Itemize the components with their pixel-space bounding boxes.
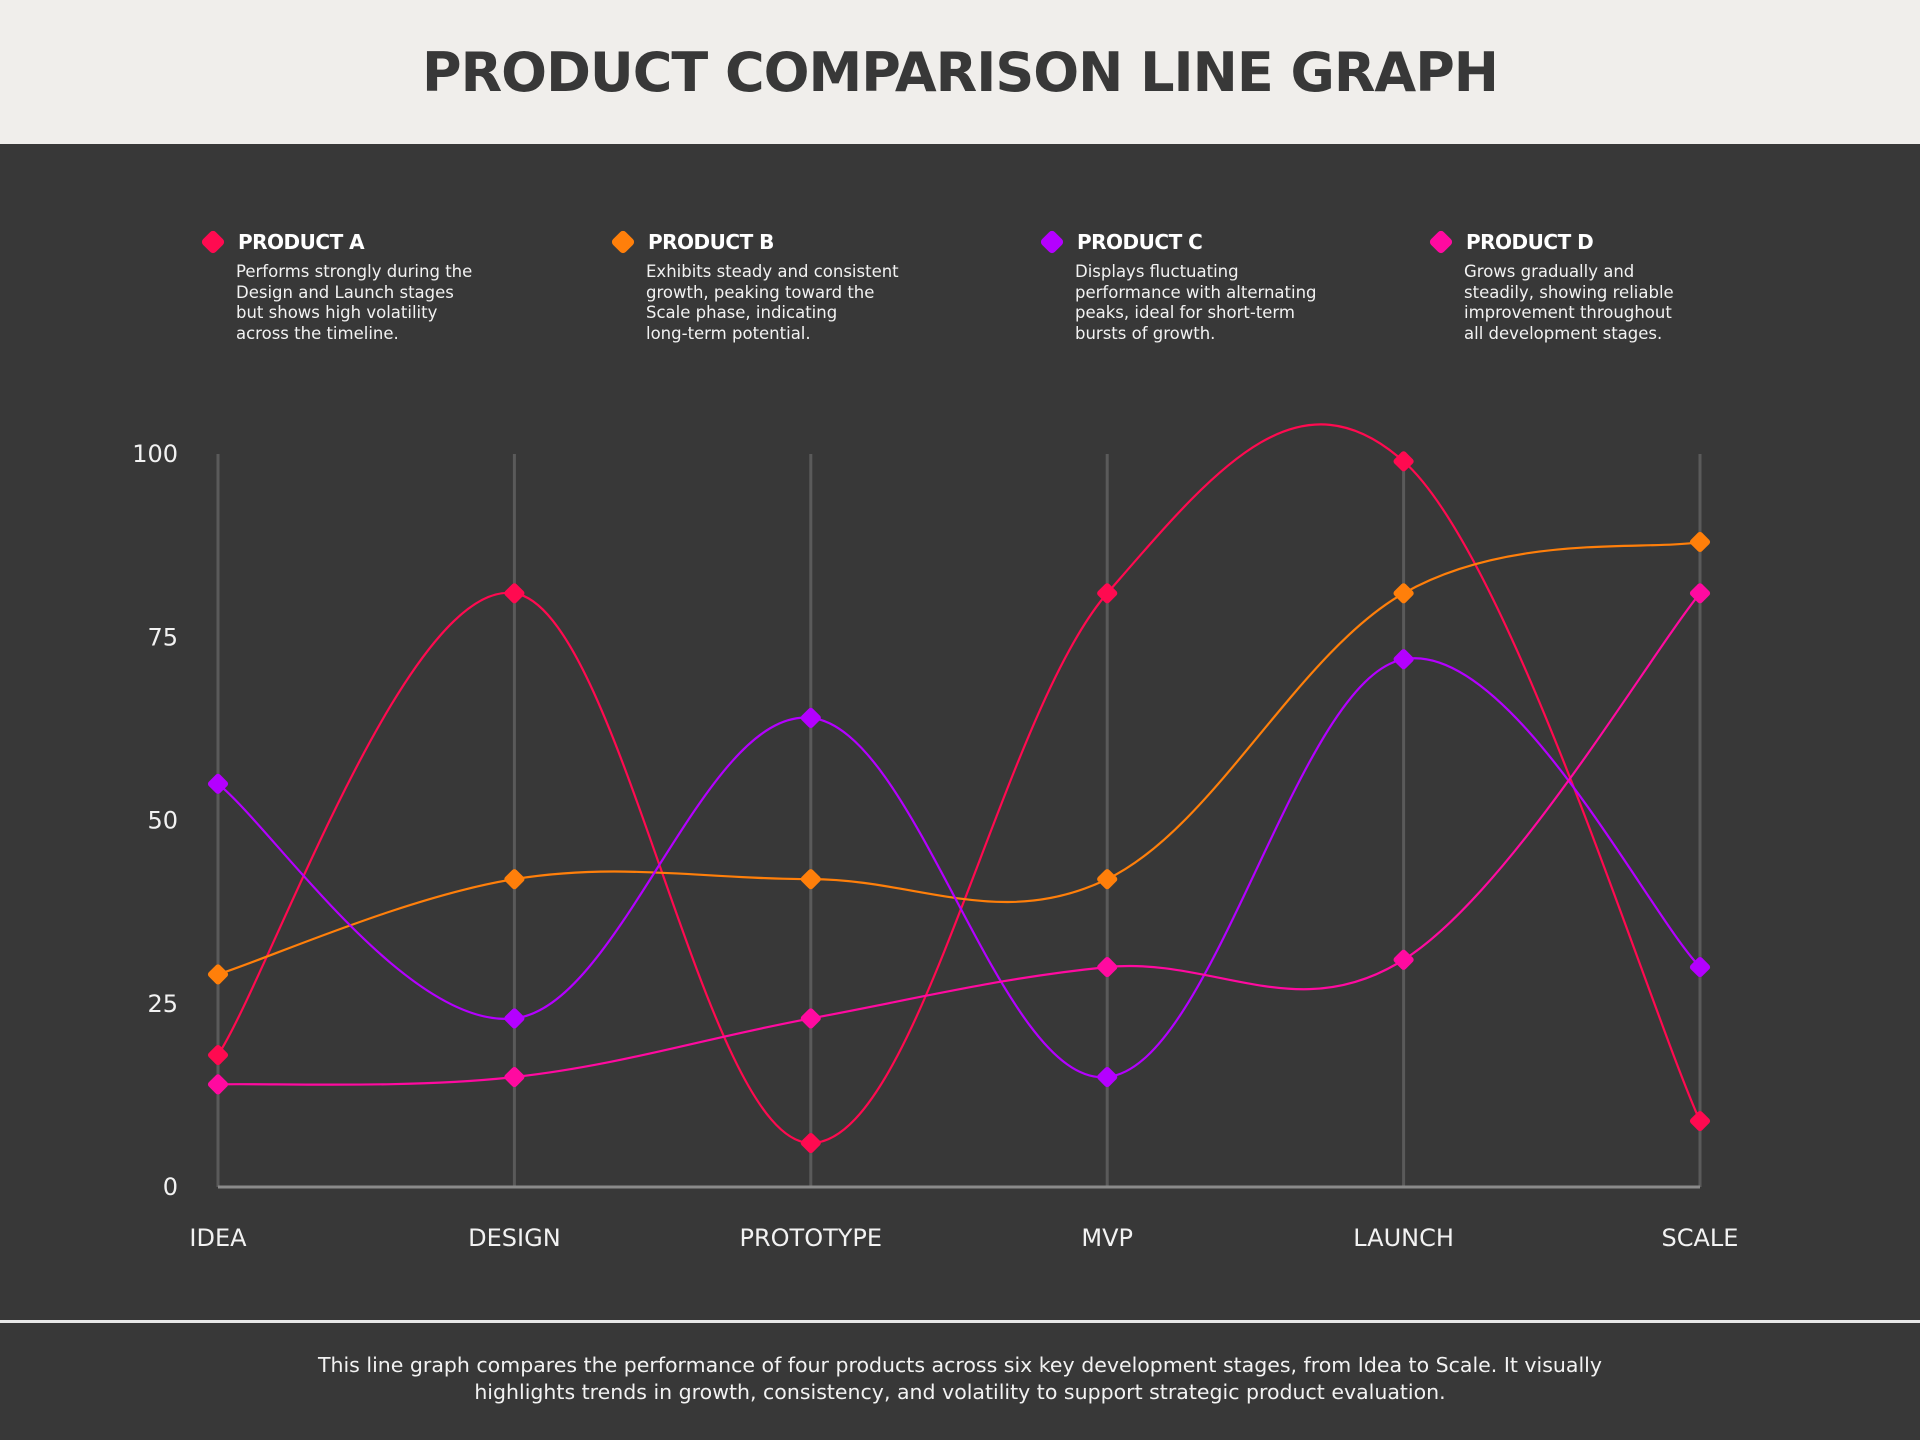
x-tick-label: MVP xyxy=(1081,1224,1133,1252)
page-title: PRODUCT COMPARISON LINE GRAPH xyxy=(422,40,1499,104)
legend-item: PRODUCT B Exhibits steady and consistent … xyxy=(610,229,910,344)
data-point-c xyxy=(1393,649,1414,670)
data-point-d xyxy=(207,1074,229,1095)
data-point-c xyxy=(1097,1066,1118,1088)
data-point-a xyxy=(1689,1110,1711,1132)
data-point-a xyxy=(800,1132,821,1154)
y-tick-label: 75 xyxy=(147,623,178,651)
data-point-b xyxy=(504,869,525,890)
legend-item: PRODUCT D Grows gradually and steadily, s… xyxy=(1428,229,1728,344)
series-line-a xyxy=(217,423,1702,1145)
data-point-d xyxy=(1097,957,1118,978)
data-point-d xyxy=(800,1008,821,1029)
data-point-d xyxy=(504,1066,525,1088)
data-point-c xyxy=(800,707,821,728)
data-point-a xyxy=(207,1044,229,1066)
y-tick-label: 100 xyxy=(132,440,178,468)
data-point-a xyxy=(504,583,525,604)
legend-description: Exhibits steady and consistent growth, p… xyxy=(646,262,899,343)
legend-name: PRODUCT D xyxy=(1466,230,1594,254)
data-point-d xyxy=(1689,583,1711,604)
line-chart: IDEA DESIGN PROTOTYPE MVP LAUNCH SCALE 0 25 50 75… xyxy=(132,423,1739,1252)
data-point-a xyxy=(1097,583,1118,604)
data-point-c xyxy=(504,1008,525,1029)
data-point-c xyxy=(207,773,229,794)
y-tick-label: 50 xyxy=(147,807,178,835)
legend-item: PRODUCT C Displays fluctuating performanc… xyxy=(1039,229,1339,344)
data-point-b xyxy=(800,869,821,890)
divider xyxy=(0,1320,1920,1323)
data-point-b xyxy=(207,964,229,985)
x-tick-label: IDEA xyxy=(189,1224,247,1252)
series-line-d xyxy=(217,592,1701,1086)
legend-description: Performs strongly during the Design and … xyxy=(236,262,473,343)
data-point-c xyxy=(1689,957,1711,978)
y-tick-label: 25 xyxy=(147,990,178,1018)
series-line-c xyxy=(217,657,1701,1079)
legend-name: PRODUCT C xyxy=(1077,230,1203,254)
legend-description: Displays fluctuating performance with al… xyxy=(1075,262,1317,343)
x-tick-label: DESIGN xyxy=(468,1224,561,1252)
data-point-a xyxy=(1393,451,1414,472)
header: PRODUCT COMPARISON LINE GRAPH xyxy=(0,0,1920,144)
legend-name: PRODUCT A xyxy=(238,230,365,254)
legend-name: PRODUCT B xyxy=(648,230,774,254)
x-tick-label: PROTOTYPE xyxy=(740,1224,883,1252)
x-tick-label: LAUNCH xyxy=(1353,1224,1454,1252)
data-point-b xyxy=(1393,583,1414,604)
legend-description: Grows gradually and steadily, showing re… xyxy=(1464,262,1674,343)
legend-item: PRODUCT A Performs strongly during the De… xyxy=(200,229,500,344)
footer-description: This line graph compares the performance… xyxy=(317,1353,1603,1404)
x-tick-label: SCALE xyxy=(1662,1224,1739,1252)
series-line-b xyxy=(217,540,1701,976)
y-tick-label: 0 xyxy=(163,1173,178,1201)
data-point-b xyxy=(1097,869,1118,890)
data-point-d xyxy=(1393,949,1414,970)
data-point-b xyxy=(1689,531,1711,553)
